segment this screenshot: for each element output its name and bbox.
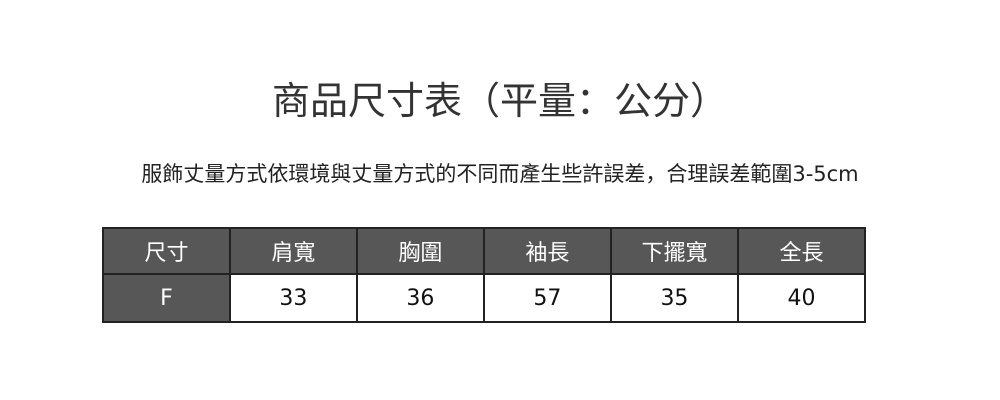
measurement-note: 服飾丈量方式依環境與丈量方式的不同而產生些許誤差，合理誤差範圍3-5cm [141,162,859,186]
table-row: F 33 36 57 35 40 [102,273,867,323]
table-cell: 36 [355,273,485,323]
table-cell: 57 [482,273,612,323]
header-cell: 全長 [736,227,867,275]
header-cell: 袖長 [482,227,612,275]
header-cell: 下擺寬 [609,227,739,275]
header-cell: 尺寸 [102,227,231,275]
header-cell: 肩寬 [228,227,358,275]
header-cell: 胸圍 [355,227,485,275]
size-cell: F [102,273,231,323]
size-table: 尺寸 肩寬 胸圍 袖長 下擺寬 全長 F 33 36 57 35 40 [102,227,867,323]
table-header-row: 尺寸 肩寬 胸圍 袖長 下擺寬 全長 [102,227,867,275]
table-cell: 35 [609,273,739,323]
table-cell: 40 [736,273,867,323]
page-title: 商品尺寸表（平量：公分） [271,79,728,123]
table-cell: 33 [228,273,358,323]
